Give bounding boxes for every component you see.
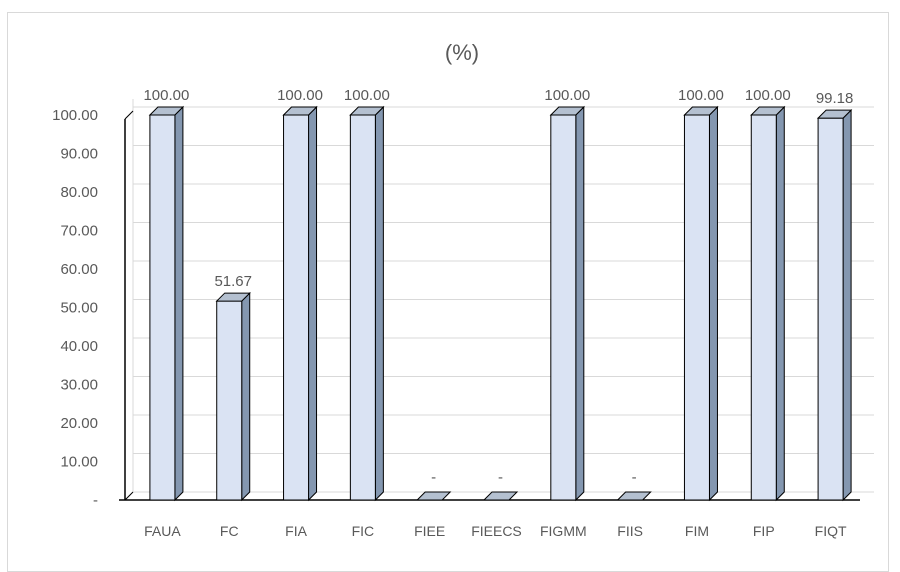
- x-tick-label: FIQT: [815, 523, 847, 539]
- bar-side: [575, 105, 585, 502]
- data-label: 100.00: [277, 87, 323, 104]
- y-tick-label: 50.00: [60, 300, 98, 317]
- bar-top: [415, 491, 452, 501]
- bar-front: [750, 114, 777, 501]
- bar-top: [482, 491, 519, 501]
- bar-faua: [148, 105, 185, 502]
- data-label: 100.00: [143, 87, 189, 104]
- data-label: 100.00: [745, 87, 791, 104]
- x-tick-label: FIP: [753, 523, 775, 539]
- bar-front: [149, 114, 176, 501]
- bar-front: [283, 114, 310, 501]
- bar-top: [683, 106, 719, 116]
- data-label: -: [498, 469, 503, 486]
- x-tick-label: FAUA: [144, 523, 181, 539]
- bar-top: [549, 106, 586, 116]
- x-tick-label: FIIS: [617, 523, 643, 539]
- bar-fieecs: [482, 491, 519, 501]
- bar-fim: [683, 105, 719, 502]
- floor-left-edge: [124, 491, 134, 501]
- data-label: -: [431, 469, 436, 486]
- bar-side: [775, 105, 785, 502]
- bar-top: [349, 106, 385, 116]
- bar-side: [241, 291, 251, 502]
- bar-fiee: [415, 491, 452, 501]
- y-tick-label: 90.00: [60, 146, 98, 163]
- bar-front: [817, 117, 844, 501]
- y-tick-label: 70.00: [60, 223, 98, 240]
- bar-front: [216, 300, 243, 501]
- bar-side: [374, 105, 384, 502]
- bar-fia: [282, 105, 318, 502]
- wall-top-edge: [124, 110, 134, 120]
- bar-fiis: [616, 491, 652, 501]
- bar-top: [750, 106, 786, 116]
- grid-lines: [133, 106, 874, 454]
- data-label: 99.18: [816, 90, 854, 107]
- data-label: 100.00: [678, 87, 724, 104]
- bar-top: [282, 106, 318, 116]
- bar-side: [174, 105, 184, 502]
- chart-title: (%): [445, 40, 479, 65]
- data-labels: 100.00 51.67 100.00 100.00 - - 100.00 - 100.00 10…: [143, 87, 853, 486]
- x-tick-label: FIEECS: [471, 523, 522, 539]
- y-tick-label: 20.00: [60, 415, 98, 432]
- bar-fiqt: [816, 108, 853, 502]
- data-label: 100.00: [344, 87, 390, 104]
- bar-top: [215, 292, 251, 302]
- data-label: 51.67: [214, 273, 252, 290]
- bar-fic: [349, 105, 385, 502]
- x-tick-label: FIA: [285, 523, 307, 539]
- x-tick-label: FIM: [685, 523, 709, 539]
- bar-fc: [215, 291, 251, 502]
- y-tick-label: -: [93, 492, 98, 509]
- bar-chart: (%) - 10.00 20.00 30.00 40.00 50.00 60.00 70.00…: [52, 40, 874, 539]
- bar-front: [683, 114, 710, 501]
- bar-front: [550, 114, 577, 501]
- bar-top: [148, 106, 185, 116]
- x-tick-label: FC: [220, 523, 239, 539]
- bar-front: [349, 114, 376, 501]
- y-tick-labels: - 10.00 20.00 30.00 40.00 50.00 60.00 70.00 80.0…: [52, 107, 98, 509]
- bar-side: [708, 105, 718, 502]
- x-tick-labels: FAUA FC FIA FIC FIEE FIEECS FIGMM FIIS FIM FIP FIQ…: [144, 523, 847, 539]
- y-tick-label: 60.00: [60, 261, 98, 278]
- x-tick-label: FIEE: [414, 523, 445, 539]
- x-tick-label: FIC: [352, 523, 375, 539]
- bar-figmm: [549, 105, 586, 502]
- y-tick-label: 80.00: [60, 184, 98, 201]
- x-tick-label: FIGMM: [540, 523, 587, 539]
- bar-top: [816, 109, 853, 119]
- bar-side: [842, 108, 852, 502]
- bars: [148, 105, 853, 502]
- data-label: -: [632, 469, 637, 486]
- bar-fip: [750, 105, 786, 502]
- bar-side: [308, 105, 318, 502]
- y-tick-label: 40.00: [60, 338, 98, 355]
- bar-top: [616, 491, 652, 501]
- data-label: 100.00: [544, 87, 590, 104]
- y-tick-label: 10.00: [60, 454, 98, 471]
- y-tick-label: 30.00: [60, 377, 98, 394]
- y-tick-label: 100.00: [52, 107, 98, 124]
